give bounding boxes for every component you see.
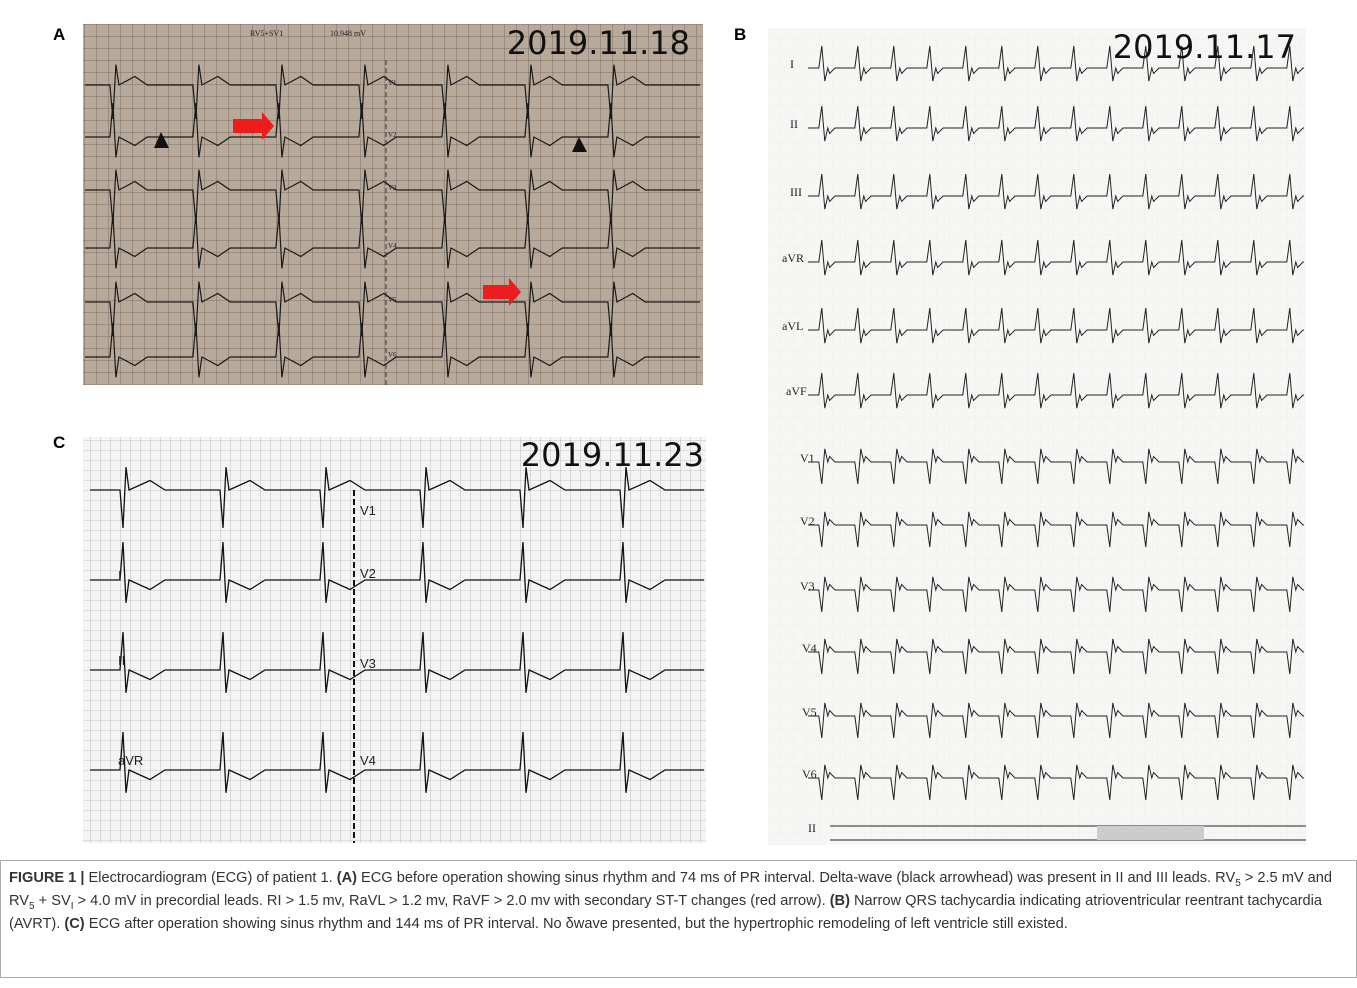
lead-label: II [118, 653, 125, 668]
lead-label: V5 [802, 705, 817, 719]
lead-label: V3 [360, 656, 376, 671]
lead-label: V1 [388, 79, 397, 87]
lead-label: I [118, 568, 122, 583]
caption-run: + SV [35, 893, 71, 909]
date: 2019.11.17 [1113, 28, 1296, 66]
ecg-background [768, 28, 1306, 845]
lead-label: aVF [786, 384, 807, 398]
lead-label: aVL [782, 319, 803, 333]
panel-label: C [53, 433, 65, 452]
date: 2019.11.23 [521, 436, 704, 474]
header-text: RV5+SV1 [250, 29, 283, 38]
lead-label: III [790, 185, 802, 199]
page: A B C 2019.11.18 2019.11.17 2019.11.23 R… [0, 0, 1357, 988]
panel-label: B [734, 25, 746, 44]
lead-label: II [790, 117, 798, 131]
caption-run: (B) [830, 893, 850, 909]
panel-label: A [53, 25, 65, 44]
lead-label: V3 [800, 579, 815, 593]
caption-run: Electrocardiogram (ECG) of patient 1. [84, 870, 336, 886]
lead-label: V2 [360, 566, 376, 581]
caption-run: > 4.0 mV in precordial leads. RI > 1.5 m… [73, 893, 829, 909]
lead-label: V6 [388, 351, 397, 359]
header-text: 10.948 mV [330, 29, 366, 38]
lead-label: V5 [388, 296, 397, 304]
lead-label: V2 [800, 514, 815, 528]
caption-run: ECG before operation showing sinus rhyth… [357, 870, 1235, 886]
caption: FIGURE 1 | Electrocardiogram (ECG) of pa… [0, 860, 1357, 978]
lead-label: V2 [388, 131, 397, 139]
lead-label: I [790, 57, 794, 71]
lead-label: aVR [118, 753, 143, 768]
figure: A B C 2019.11.18 2019.11.17 2019.11.23 R… [0, 0, 1357, 858]
lead-label: V4 [388, 242, 397, 250]
caption-run: ECG after operation showing sinus rhythm… [85, 916, 1068, 932]
ecg-background [83, 437, 706, 843]
rhythm-shade [1097, 826, 1204, 840]
lead-label: V1 [360, 503, 376, 518]
lead-label: V1 [800, 451, 815, 465]
caption-run: (A) [337, 870, 357, 886]
lead-label: V3 [388, 184, 397, 192]
lead-label: V4 [360, 753, 376, 768]
date: 2019.11.18 [507, 24, 690, 62]
caption-run: FIGURE 1 | [9, 870, 84, 886]
lead-label: V6 [802, 767, 817, 781]
lead-label: V4 [802, 641, 817, 655]
lead-label: aVR [782, 251, 804, 265]
caption-run: (C) [64, 916, 84, 932]
lead-label: II [808, 821, 816, 835]
